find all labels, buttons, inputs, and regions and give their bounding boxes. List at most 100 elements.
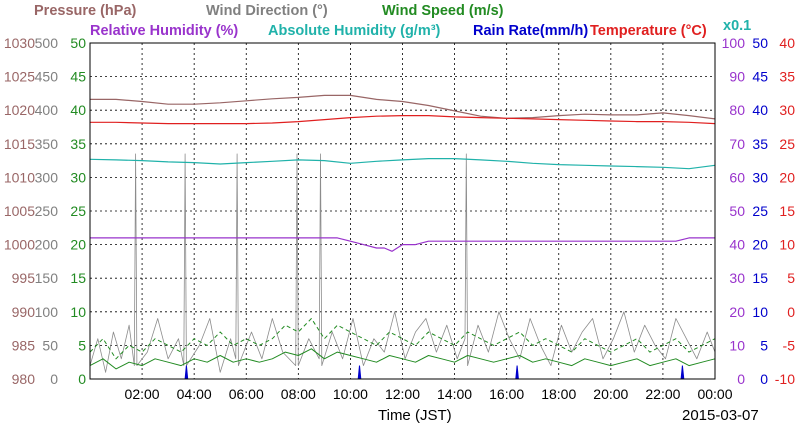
y-tick-relative-humidity: 50 <box>729 203 745 219</box>
y-tick-wind-speed: 20 <box>70 237 86 253</box>
x-tick-label: 04:00 <box>177 386 212 402</box>
y-tick-wind-speed: 0 <box>78 371 86 387</box>
y-tick-temperature: 35 <box>779 69 795 85</box>
y-tick-wind-speed: 15 <box>70 270 86 286</box>
x-tick-label: 00:00 <box>697 386 732 402</box>
series-wind-speed <box>89 348 716 370</box>
y-tick-wind-direction: 150 <box>35 270 59 286</box>
y-tick-pressure: 1015 <box>4 136 35 152</box>
y-tick-temperature: -10 <box>775 371 795 387</box>
legend-relative-humidity: Relative Humidity (%) <box>90 23 238 39</box>
series-wind-direction <box>89 153 716 373</box>
y-tick-wind-direction: 450 <box>35 69 59 85</box>
x-axis-label: Time (JST) <box>378 407 452 424</box>
y-tick-rain-rate: 45 <box>752 69 768 85</box>
legend-wind-speed: Wind Speed (m/s) <box>382 3 504 19</box>
y-tick-temperature: 20 <box>779 169 795 185</box>
x-tick-label: 14:00 <box>437 386 472 402</box>
series-wind-speed-max <box>89 318 716 360</box>
legend-temperature: Temperature (°C) <box>590 23 707 39</box>
y-tick-wind-direction: 400 <box>35 102 59 118</box>
y-tick-temperature: 5 <box>787 270 795 286</box>
legend-absolute-humidity: Absolute Humidity (g/m³) <box>268 23 441 39</box>
y-tick-pressure: 1030 <box>4 35 35 51</box>
series-temperature <box>90 114 716 125</box>
y-tick-temperature: 10 <box>779 237 795 253</box>
y-tick-temperature: 25 <box>779 136 795 152</box>
y-tick-temperature: -5 <box>783 337 796 353</box>
y-tick-pressure: 1020 <box>4 102 35 118</box>
x-tick-label: 16:00 <box>489 386 524 402</box>
y-tick-pressure: 1005 <box>4 203 35 219</box>
y-tick-wind-speed: 10 <box>70 304 86 320</box>
y-tick-relative-humidity: 60 <box>729 169 745 185</box>
x-tick-label: 10:00 <box>333 386 368 402</box>
legend-wind-direction: Wind Direction (°) <box>206 3 328 19</box>
y-tick-wind-direction: 500 <box>35 35 59 51</box>
y-tick-relative-humidity: 100 <box>722 35 746 51</box>
y-tick-wind-direction: 50 <box>42 337 58 353</box>
y-tick-rain-rate: 5 <box>760 337 768 353</box>
y-tick-rain-rate: 15 <box>752 270 768 286</box>
y-tick-relative-humidity: 80 <box>729 102 745 118</box>
abs-humidity-multiplier: x0.1 <box>723 18 751 34</box>
y-tick-wind-speed: 25 <box>70 203 86 219</box>
y-tick-pressure: 990 <box>12 304 36 320</box>
plot-frame <box>89 42 716 380</box>
y-tick-wind-direction: 350 <box>35 136 59 152</box>
y-tick-pressure: 980 <box>12 371 36 387</box>
y-tick-pressure: 1000 <box>4 237 35 253</box>
y-tick-relative-humidity: 20 <box>729 304 745 320</box>
legend-rain-rate: Rain Rate(mm/h) <box>473 23 588 39</box>
y-tick-relative-humidity: 40 <box>729 237 745 253</box>
y-tick-pressure: 995 <box>12 270 36 286</box>
y-tick-rain-rate: 40 <box>752 102 768 118</box>
y-tick-wind-direction: 250 <box>35 203 59 219</box>
y-tick-wind-speed: 50 <box>70 35 86 51</box>
y-tick-wind-speed: 45 <box>70 69 86 85</box>
x-tick-label: 22:00 <box>645 386 680 402</box>
y-tick-temperature: 15 <box>779 203 795 219</box>
y-tick-pressure: 1025 <box>4 69 35 85</box>
y-tick-relative-humidity: 70 <box>729 136 745 152</box>
y-tick-wind-direction: 0 <box>50 371 58 387</box>
x-tick-label: 18:00 <box>541 386 576 402</box>
y-tick-wind-speed: 40 <box>70 102 86 118</box>
x-tick-label: 06:00 <box>229 386 264 402</box>
y-tick-wind-speed: 30 <box>70 169 86 185</box>
y-tick-wind-direction: 200 <box>35 237 59 253</box>
y-tick-wind-speed: 5 <box>78 337 86 353</box>
y-tick-rain-rate: 35 <box>752 136 768 152</box>
y-tick-relative-humidity: 0 <box>737 371 745 387</box>
y-tick-temperature: 0 <box>787 304 795 320</box>
y-tick-rain-rate: 50 <box>752 35 768 51</box>
y-tick-relative-humidity: 90 <box>729 69 745 85</box>
y-tick-wind-direction: 300 <box>35 169 59 185</box>
y-tick-pressure: 1010 <box>4 169 35 185</box>
series-pressure <box>90 94 716 120</box>
y-tick-wind-speed: 35 <box>70 136 86 152</box>
y-tick-rain-rate: 20 <box>752 237 768 253</box>
y-tick-rain-rate: 10 <box>752 304 768 320</box>
y-tick-relative-humidity: 10 <box>729 337 745 353</box>
y-tick-temperature: 30 <box>779 102 795 118</box>
x-tick-label: 20:00 <box>593 386 628 402</box>
y-tick-wind-direction: 100 <box>35 304 59 320</box>
y-tick-rain-rate: 25 <box>752 203 768 219</box>
y-axis-ticks: 1030102510201015101010051000995990985980… <box>4 35 795 387</box>
x-tick-label: 02:00 <box>125 386 160 402</box>
y-tick-rain-rate: 30 <box>752 169 768 185</box>
y-tick-pressure: 985 <box>12 337 36 353</box>
legend-pressure: Pressure (hPa) <box>34 3 137 19</box>
y-tick-relative-humidity: 30 <box>729 270 745 286</box>
series-relative-humidity <box>90 237 715 252</box>
x-tick-label: 12:00 <box>385 386 420 402</box>
grid-lines <box>90 43 715 379</box>
series-absolute-humidity <box>89 158 716 170</box>
y-tick-rain-rate: 0 <box>760 371 768 387</box>
chart-date: 2015-03-07 <box>682 407 759 424</box>
x-axis-ticks: 02:00 04:00 06:00 08:00 10:00 12:00 14:00 16:00… <box>125 386 733 402</box>
y-tick-temperature: 40 <box>779 35 795 51</box>
